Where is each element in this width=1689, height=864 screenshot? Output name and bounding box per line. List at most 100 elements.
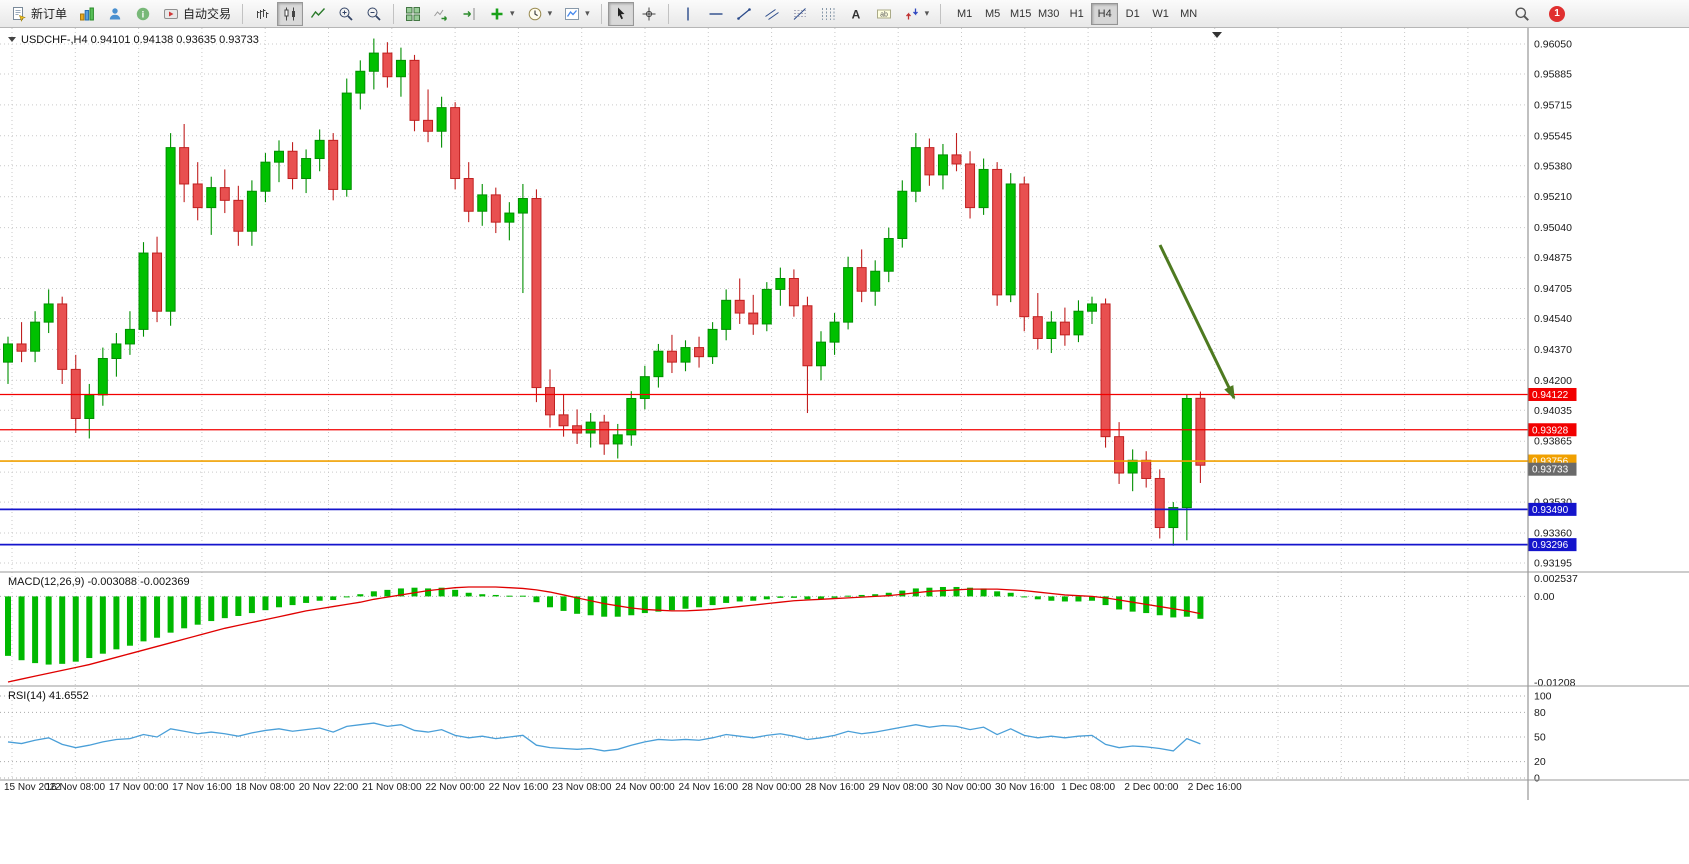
- crosshair-tool-button[interactable]: [636, 2, 662, 26]
- timeframe-button-m5[interactable]: M5: [979, 3, 1006, 25]
- candle-body: [124, 328, 135, 345]
- svg-text:0.93296: 0.93296: [1532, 540, 1569, 551]
- candle-body: [1019, 183, 1030, 318]
- cursor-tool-button[interactable]: [607, 1, 634, 26]
- rsi-panel: [7, 722, 1201, 752]
- cursor-icon: [617, 7, 625, 19]
- macd-histogram-bar: [86, 596, 93, 659]
- community-button[interactable]: i: [130, 2, 156, 26]
- timeframe-button-h4[interactable]: H4: [1091, 2, 1119, 25]
- candle-body: [409, 59, 420, 121]
- macd-histogram-bar: [1156, 596, 1163, 616]
- macd-histogram-bar: [357, 594, 364, 597]
- templates-icon: [565, 7, 580, 20]
- zoom-in-icon: [339, 7, 353, 21]
- text-label-tool-button[interactable]: ab: [871, 2, 897, 26]
- toolbar-separator: [393, 3, 395, 24]
- price-axis-tick: 0.95040: [1534, 222, 1572, 234]
- candle-body: [30, 321, 41, 352]
- auto-trading-button[interactable]: 自动交易: [158, 2, 236, 26]
- candle-body: [734, 299, 745, 314]
- line-chart-mode-button[interactable]: [305, 2, 331, 26]
- macd-histogram-bar: [899, 590, 906, 597]
- time-axis-label: 21 Nov 08:00: [362, 782, 422, 793]
- macd-histogram-bar: [872, 594, 879, 597]
- price-chart[interactable]: 0.96050 0.95885 0.95715 0.95545 0.95380 0.952…: [0, 28, 1689, 864]
- one-click-trading-icon[interactable]: [8, 37, 16, 42]
- timeframe-button-m30[interactable]: M30: [1035, 3, 1062, 25]
- text-tool-button[interactable]: A: [843, 2, 869, 26]
- macd-histogram-bar: [655, 596, 662, 612]
- chart-plot-surface[interactable]: [0, 28, 1689, 864]
- candle-body: [423, 119, 434, 132]
- candlestick-mode-button[interactable]: [277, 1, 304, 26]
- candle-body: [138, 252, 149, 330]
- periods-button[interactable]: ▾: [522, 2, 558, 26]
- toolbar-separator: [940, 3, 942, 24]
- macd-histogram-bar: [5, 596, 11, 656]
- timeframe-button-m15[interactable]: M15: [1007, 3, 1034, 25]
- candle-body: [1141, 459, 1152, 479]
- macd-histogram-bar: [18, 596, 25, 661]
- candle-body: [260, 161, 271, 192]
- candle-body: [382, 52, 393, 78]
- macd-histogram-bar: [262, 596, 269, 611]
- templates-button[interactable]: ▾: [559, 2, 595, 26]
- macd-histogram-bar: [885, 592, 892, 597]
- macd-histogram-bar: [750, 596, 757, 601]
- price-axis-tick: 0.93865: [1534, 436, 1572, 448]
- candle-body: [1032, 316, 1043, 339]
- candle-body: [558, 414, 569, 427]
- macd-histogram-bar: [492, 594, 499, 597]
- candle-body: [341, 92, 352, 190]
- timeframe-button-h1[interactable]: H1: [1063, 3, 1090, 25]
- bar-chart-mode-button[interactable]: [249, 2, 275, 26]
- trendline-tool-button[interactable]: [731, 2, 757, 26]
- main-toolbar: 新订单 i 自动交易 ▾ ▾: [0, 0, 1689, 28]
- new-order-button[interactable]: 新订单: [6, 2, 72, 26]
- new-order-label: 新订单: [31, 7, 68, 21]
- profile-button[interactable]: [102, 2, 128, 26]
- fibonacci-tool-button[interactable]: [787, 2, 813, 26]
- macd-histogram-bar: [587, 596, 594, 616]
- candle-body: [355, 70, 366, 94]
- indicators-button[interactable]: ▾: [484, 2, 520, 26]
- candle-body: [368, 52, 379, 72]
- timeframe-button-mn[interactable]: MN: [1175, 3, 1202, 25]
- horizontal-line-tool-button[interactable]: [703, 2, 729, 26]
- candle-body: [436, 107, 447, 132]
- time-axis-label: 28 Nov 16:00: [805, 782, 865, 793]
- macd-histogram-bar: [438, 587, 445, 597]
- search-button[interactable]: [1509, 2, 1535, 26]
- channel-tool-button[interactable]: [759, 2, 785, 26]
- svg-text:i: i: [142, 9, 145, 20]
- candle-body: [206, 187, 217, 209]
- macd-label: MACD(12,26,9) -0.003088 -0.002369: [8, 576, 190, 588]
- timeframe-button-d1[interactable]: D1: [1119, 3, 1146, 25]
- vertical-line-tool-button[interactable]: [675, 2, 701, 26]
- hline-price-label: [1528, 387, 1577, 401]
- macd-histogram-bar: [140, 596, 147, 642]
- time-axis-label: 20 Nov 22:00: [299, 782, 359, 793]
- charts-button[interactable]: [74, 2, 100, 26]
- auto-scroll-button[interactable]: [428, 2, 454, 26]
- macd-histogram-bar: [465, 592, 472, 597]
- notifications-badge[interactable]: 1: [1549, 5, 1565, 22]
- toolbar-separator: [600, 3, 602, 24]
- macd-histogram-bar: [845, 595, 852, 597]
- candle-body: [883, 238, 894, 272]
- chart-shift-button[interactable]: [456, 2, 482, 26]
- macd-histogram-bar: [1007, 592, 1014, 597]
- zoom-in-button[interactable]: [333, 2, 359, 26]
- candle-body: [1168, 507, 1179, 529]
- scroll-position-marker[interactable]: [1212, 32, 1222, 38]
- tile-windows-button[interactable]: [400, 2, 426, 26]
- timeframe-button-w1[interactable]: W1: [1147, 3, 1174, 25]
- zoom-out-button[interactable]: [361, 2, 387, 26]
- macd-histogram-bar: [411, 587, 418, 597]
- timeframe-button-m1[interactable]: M1: [951, 3, 978, 25]
- candle-body: [666, 350, 677, 363]
- cycle-lines-tool-button[interactable]: [815, 2, 841, 26]
- arrows-tool-button[interactable]: ▾: [899, 2, 935, 26]
- macd-histogram-bar: [506, 595, 513, 597]
